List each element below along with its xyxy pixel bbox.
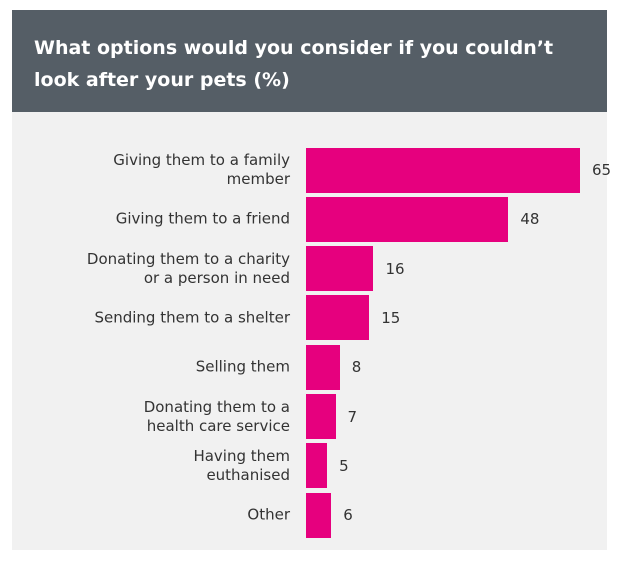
value-label: 8 — [351, 358, 362, 377]
chart-title: What options would you consider if you c… — [34, 37, 554, 91]
category-label: Giving them to a family member — [113, 151, 290, 188]
value-label: 65 — [592, 161, 612, 179]
category-label: Selling them — [195, 357, 290, 376]
value-label: 6 — [343, 506, 353, 525]
category-label: Giving them to a friend — [115, 209, 290, 228]
value-label: 48 — [520, 210, 540, 229]
bar — [306, 295, 370, 341]
value-label: 5 — [339, 456, 349, 475]
category-label: Having them euthanised — [193, 446, 290, 484]
bar — [306, 492, 332, 538]
bar — [306, 394, 336, 439]
bar — [306, 196, 509, 242]
category-label: Donating them to a health care service — [143, 397, 290, 435]
chart: What options would you consider if you c… — [12, 10, 611, 550]
bar — [306, 443, 328, 489]
value-label: 15 — [381, 308, 401, 327]
header: What options would you consider if you c… — [12, 10, 607, 112]
bar — [306, 147, 580, 193]
value-label: 7 — [347, 407, 358, 426]
category-label: Other — [247, 505, 290, 524]
category-label: Sending them to a shelter — [94, 308, 290, 327]
bar — [306, 344, 340, 390]
value-label: 16 — [385, 259, 405, 278]
bar — [306, 246, 374, 292]
category-label: Donating them to a charity or a person i… — [86, 249, 290, 287]
